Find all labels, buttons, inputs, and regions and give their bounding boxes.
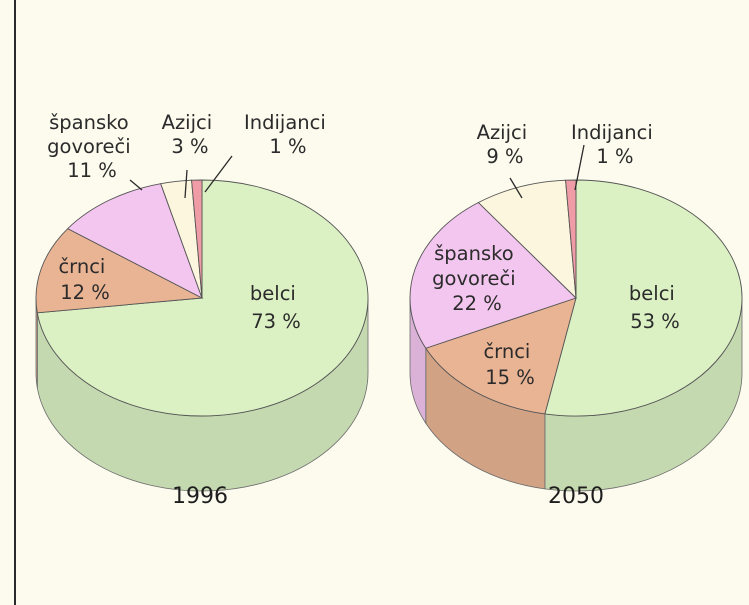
- label-crnci-2050: črnci 15 %: [483, 340, 536, 389]
- label-spansko-2050: špansko govoreči 22 %: [432, 242, 522, 315]
- leader-azijci-2050: [509, 177, 523, 199]
- label-spansko-1996: špansko govoreči 11 %: [47, 111, 137, 182]
- slice-belci-2050: [544, 179, 743, 417]
- slice-spansko-1996: [66, 183, 203, 299]
- slice-azijci-2050: [477, 179, 577, 300]
- slice-indijanci-2050: [565, 179, 577, 299]
- leader-indijanci-2050: [574, 144, 585, 191]
- pie-2050: [409, 179, 743, 492]
- label-azijci-1996: Azijci 3 %: [162, 111, 219, 158]
- slice-indijanci-1996: [191, 179, 203, 299]
- label-crnci-1996: črnci 12 %: [58, 255, 111, 304]
- slice-spansko-2050: [409, 201, 577, 349]
- leader-lines: [129, 144, 585, 199]
- label-indijanci-1996: Indijanci 1 %: [244, 111, 332, 158]
- left-border-line: [14, 0, 16, 605]
- label-indijanci-2050: Indijanci 1 %: [571, 121, 659, 168]
- leader-azijci-1996: [184, 169, 188, 199]
- slice-crnci-1996: [35, 228, 204, 314]
- label-azijci-2050: Azijci 9 %: [477, 121, 534, 168]
- year-label-2050: 2050: [548, 484, 604, 509]
- year-label-1996: 1996: [172, 484, 228, 509]
- label-belci-2050: belci 53 %: [629, 282, 681, 333]
- leader-spansko-1996: [129, 179, 143, 191]
- label-belci-1996: belci 73 %: [250, 282, 302, 333]
- pie-1996: [35, 179, 369, 492]
- slice-crnci-2050: [425, 297, 577, 415]
- leader-indijanci-1996: [204, 155, 233, 193]
